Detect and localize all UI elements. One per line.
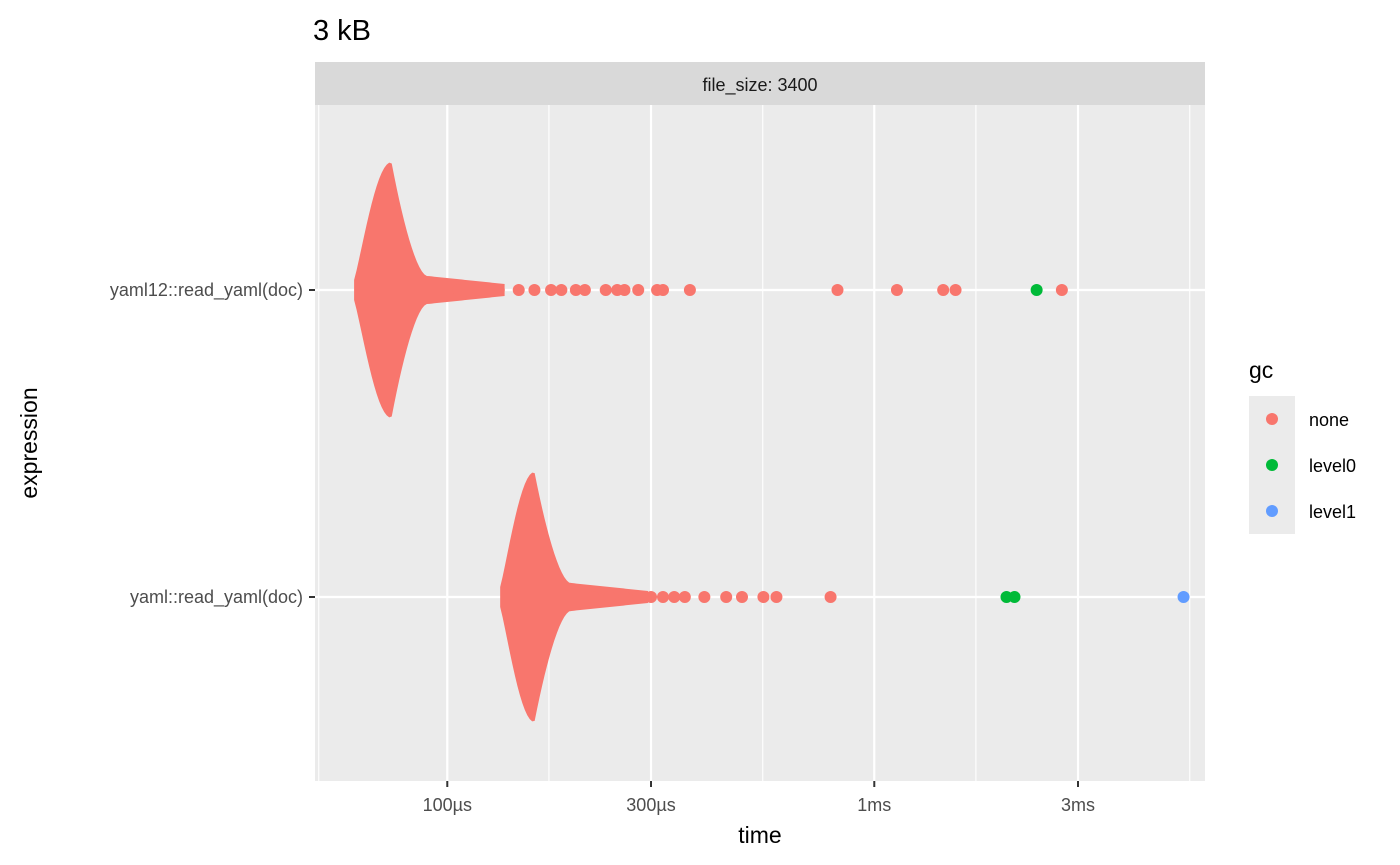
x-axis: 100µs 300µs 1ms 3ms <box>423 781 1095 815</box>
data-point-none <box>569 284 582 296</box>
data-point-none <box>668 591 681 603</box>
data-point-none <box>645 591 658 603</box>
data-point-none <box>770 591 783 603</box>
y-tick-label: yaml12::read_yaml(doc) <box>110 280 303 301</box>
data-point-level1 <box>1177 591 1190 603</box>
data-point-none <box>937 284 950 296</box>
data-point-none <box>528 284 541 296</box>
data-point-none <box>656 284 669 296</box>
data-point-none <box>720 591 733 603</box>
point-cloud <box>354 162 505 418</box>
data-point-level0 <box>1008 591 1021 603</box>
data-point-none <box>471 284 484 296</box>
data-point-none <box>632 591 645 603</box>
data-point-none <box>578 284 591 296</box>
data-point-none <box>949 284 962 296</box>
data-point-none <box>618 284 631 296</box>
data-point-none <box>678 591 691 603</box>
y-axis-title: expression <box>16 387 42 498</box>
data-point-none <box>618 591 631 603</box>
data-point-none <box>603 591 616 603</box>
facet-strip-label: file_size: 3400 <box>702 75 817 96</box>
y-axis: yaml12::read_yaml(doc)yaml::read_yaml(do… <box>110 280 315 608</box>
data-point-none <box>587 591 600 603</box>
outlier-points <box>452 284 1190 603</box>
data-point-none <box>599 284 612 296</box>
x-tick-label: 300µs <box>626 795 675 815</box>
x-tick-label: 3ms <box>1061 795 1095 815</box>
data-point-none <box>698 591 711 603</box>
data-point-none <box>545 284 558 296</box>
data-point-none <box>735 591 748 603</box>
data-point-none <box>1055 284 1068 296</box>
legend-key-level0 <box>1266 459 1278 471</box>
minor-gridlines <box>318 105 1191 781</box>
x-axis-title: time <box>738 822 781 848</box>
data-point-none <box>824 591 837 603</box>
data-point-none <box>656 591 669 603</box>
legend-key-none <box>1266 413 1278 425</box>
facet-strip <box>315 62 1205 105</box>
data-point-none <box>452 284 465 296</box>
data-point-none <box>831 284 844 296</box>
x-tick-label: 1ms <box>857 795 891 815</box>
data-point-level0 <box>1030 284 1043 296</box>
data-point-none <box>492 284 505 296</box>
legend-key-level1 <box>1266 505 1278 517</box>
point-cloud <box>500 472 648 722</box>
data-point-none <box>555 284 568 296</box>
legend-label-none: none <box>1309 410 1349 430</box>
data-point-none <box>757 591 770 603</box>
chart-title: 3 kB <box>313 15 371 47</box>
legend: gc none level0 level1 <box>1249 357 1356 534</box>
plot-panel <box>315 105 1205 781</box>
point-clouds <box>354 162 648 722</box>
data-point-none <box>683 284 696 296</box>
legend-label-level1: level1 <box>1309 502 1356 522</box>
data-point-none <box>890 284 903 296</box>
y-tick-label: yaml::read_yaml(doc) <box>130 587 303 608</box>
data-point-none <box>512 284 525 296</box>
x-tick-label: 100µs <box>423 795 472 815</box>
legend-title: gc <box>1249 357 1273 383</box>
data-point-none <box>632 284 645 296</box>
legend-label-level0: level0 <box>1309 456 1356 476</box>
